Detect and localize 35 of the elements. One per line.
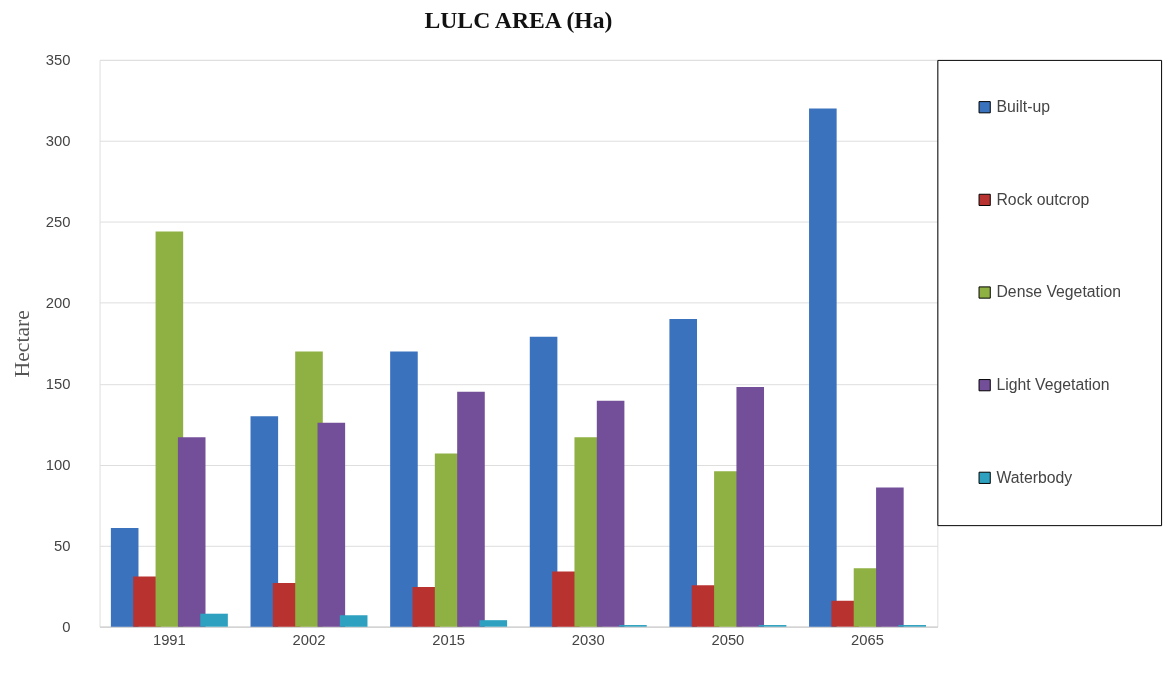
x-tick-label: 1991	[152, 631, 186, 648]
x-tick-label: 2030	[571, 631, 605, 648]
y-tick-label: 0	[62, 619, 71, 636]
y-tick-label: 300	[45, 133, 71, 150]
legend-label: Built-up	[996, 98, 1051, 116]
legend-label: Dense Vegetation	[996, 283, 1121, 301]
y-tick-label: 50	[54, 538, 71, 555]
bar	[390, 351, 418, 627]
legend-label: Waterbody	[996, 468, 1073, 486]
x-tick-label: 2050	[711, 631, 745, 648]
x-tick-label: 2002	[292, 631, 326, 648]
bar	[669, 319, 698, 627]
bar	[200, 613, 228, 627]
y-tick-label: 250	[45, 214, 71, 231]
bar	[250, 416, 279, 627]
x-tick-label: 2015	[432, 631, 466, 648]
bar	[317, 422, 346, 627]
bar	[736, 387, 765, 627]
bar	[876, 487, 904, 627]
bar	[596, 400, 625, 627]
x-tick-label: 2065	[851, 631, 884, 648]
chart-title: LULC AREA (Ha)	[424, 7, 613, 34]
y-tick-label: 200	[45, 295, 71, 312]
bar	[177, 437, 206, 627]
y-tick-label: 350	[45, 52, 71, 69]
y-tick-label: 150	[45, 376, 71, 393]
legend-label: Light Vegetation	[996, 376, 1110, 394]
bar	[809, 108, 837, 627]
y-axis-title: Hectare	[10, 310, 35, 378]
bar	[529, 336, 558, 627]
y-tick-label: 100	[45, 457, 71, 474]
bar	[339, 615, 368, 627]
legend-label: Rock outcrop	[996, 190, 1090, 208]
bar	[479, 620, 508, 627]
bar	[457, 391, 485, 627]
